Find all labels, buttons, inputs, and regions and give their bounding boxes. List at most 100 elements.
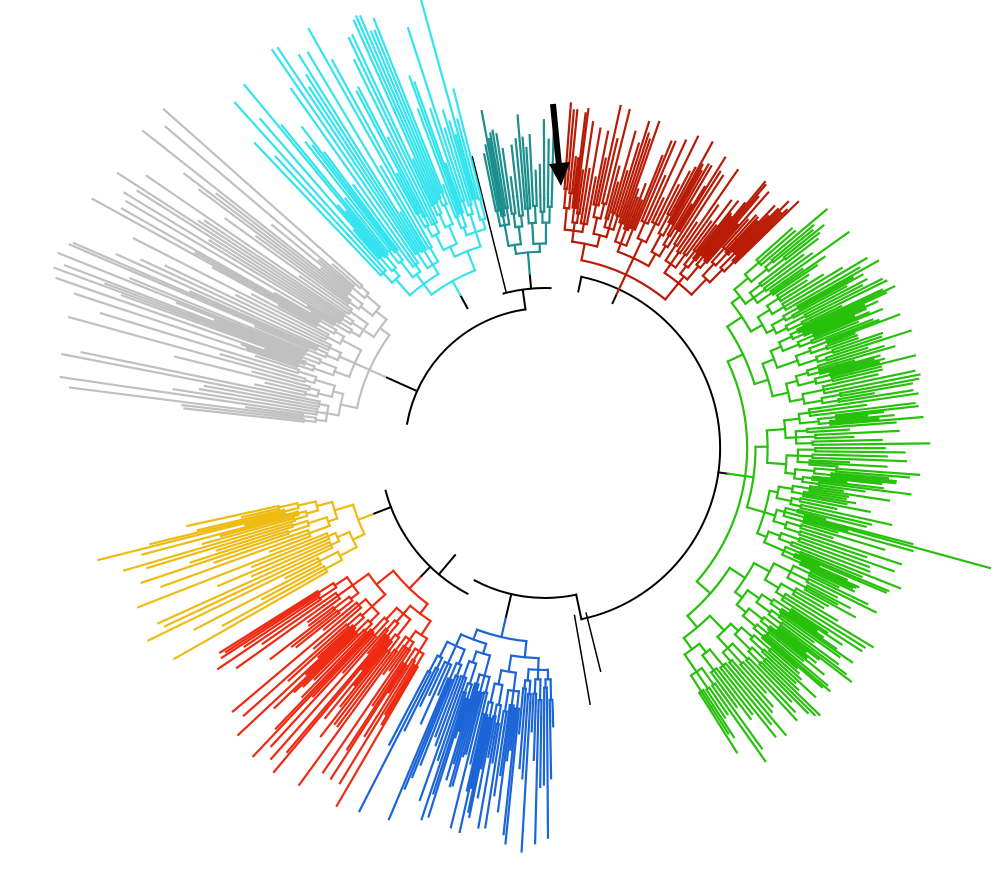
clade-green-leaf <box>733 667 774 714</box>
clade-green-branch <box>784 314 807 328</box>
clade-red-branch <box>377 633 388 646</box>
clade-green-branch <box>708 647 725 668</box>
clade-blue-branch <box>462 659 471 679</box>
clade-dark-red-leaf <box>572 155 578 175</box>
clade-blue-branch <box>440 661 450 679</box>
clade-green-branch <box>790 305 809 317</box>
clade-gray-branch <box>293 377 306 384</box>
clade-green-leaf <box>791 638 821 661</box>
clade-red-leaf <box>333 661 383 726</box>
clade-cyan-branch <box>416 200 427 218</box>
clade-dark-red-leaf <box>659 135 700 215</box>
clade-yellow-leaf <box>193 572 303 631</box>
clade-blue-leaf <box>491 733 499 764</box>
clade-gray-leaf <box>254 354 281 365</box>
clade-cyan-branch <box>481 217 487 231</box>
clade-green-leaf <box>827 403 868 412</box>
clade-green-branch <box>750 646 767 662</box>
clade-green-branch <box>802 521 817 528</box>
clade-yellow-branch <box>275 517 296 525</box>
clade-green-branch <box>803 308 816 317</box>
clade-blue-branch <box>511 707 517 728</box>
clade-blue-branch <box>438 640 449 659</box>
clade-green-leaf <box>811 492 847 501</box>
clade-cyan-branch <box>455 215 463 230</box>
clade-green-leaf <box>811 519 849 532</box>
clade-dark-red-leaf <box>580 121 595 202</box>
clade-teal-leaf <box>487 137 503 207</box>
clade-blue-branch <box>508 704 513 720</box>
clade-green-branch <box>767 612 784 626</box>
clade-green-branch <box>821 399 840 405</box>
clade-gray-branch <box>293 388 308 394</box>
clade-green-branch <box>808 461 831 465</box>
clade-green-leaf <box>831 429 900 436</box>
clade-dark-red-leaf <box>707 201 747 248</box>
clade-red-branch <box>326 611 341 624</box>
clade-green-leaf <box>855 377 920 392</box>
clade-blue-leaf <box>434 685 456 738</box>
clade-blue-leaf <box>427 678 438 697</box>
clade-green-leaf <box>818 392 919 410</box>
clade-green-branch <box>791 592 806 603</box>
clade-green-leaf <box>808 279 888 320</box>
clade-gray-leaf <box>250 292 321 331</box>
clade-dark-red-branch <box>653 211 663 225</box>
clade-teal-branch <box>519 214 524 228</box>
clade-dark-red-branch <box>663 262 673 275</box>
clade-red-leaf <box>388 654 402 672</box>
clade-dark-red-leaf <box>689 156 727 215</box>
clade-teal-branch <box>523 195 527 210</box>
clade-cyan-branch <box>416 234 428 251</box>
clade-green-branch <box>808 487 828 493</box>
clade-green-branch <box>695 579 712 595</box>
clade-green-branch <box>809 570 828 580</box>
clade-yellow-leaf <box>240 512 259 519</box>
clade-yellow-leaf <box>160 537 295 589</box>
clade-blue-leaf <box>457 706 468 732</box>
clade-red-branch <box>317 607 337 624</box>
clade-red-branch <box>392 644 406 662</box>
clade-cyan-branch <box>378 240 390 254</box>
clade-cyan-node <box>443 222 455 229</box>
clade-teal-branch <box>500 199 506 217</box>
clade-green-leaf <box>721 686 739 709</box>
clade-blue-branch <box>435 656 444 670</box>
backbone-arc <box>580 275 722 621</box>
clade-green-leaf <box>802 599 839 623</box>
clade-blue-branch <box>446 678 453 691</box>
clade-blue-branch <box>479 713 488 738</box>
clade-green-branch <box>760 636 770 645</box>
backbone-branch <box>383 375 419 393</box>
clade-cyan-branch <box>443 203 455 226</box>
clade-teal-branch <box>491 193 498 213</box>
clade-cyan-leaf <box>354 15 435 193</box>
clade-yellow-leaf <box>156 548 321 625</box>
clade-green-leaf <box>784 223 816 250</box>
clade-red-branch <box>379 628 390 640</box>
clade-blue-leaf <box>476 731 492 799</box>
clade-blue-branch <box>484 700 490 717</box>
clade-green-branch <box>829 421 841 425</box>
clade-green-branch <box>796 297 813 308</box>
clade-cyan-branch <box>422 231 434 249</box>
clade-blue-branch <box>496 704 503 726</box>
clade-red-branch <box>319 605 335 618</box>
clade-red-branch <box>333 575 349 587</box>
clade-green-leaf <box>781 646 829 687</box>
clade-blue-leaf <box>436 678 446 696</box>
clade-green-leaf <box>824 576 856 593</box>
clade-green-leaf <box>767 208 829 260</box>
clade-cyan-leaf <box>352 229 372 251</box>
clade-gray-branch <box>331 389 345 396</box>
clade-green-leaf <box>785 637 818 664</box>
clade-green-leaf <box>814 285 896 325</box>
clade-blue-branch <box>523 679 527 690</box>
clade-green-branch <box>793 554 806 562</box>
clade-yellow-leaf <box>189 534 275 564</box>
clade-red-branch <box>337 622 348 633</box>
clade-cyan-leaf <box>419 0 474 187</box>
clade-yellow-branch <box>306 567 327 580</box>
clade-green-branch <box>808 489 828 495</box>
clade-red-branch <box>370 592 387 609</box>
